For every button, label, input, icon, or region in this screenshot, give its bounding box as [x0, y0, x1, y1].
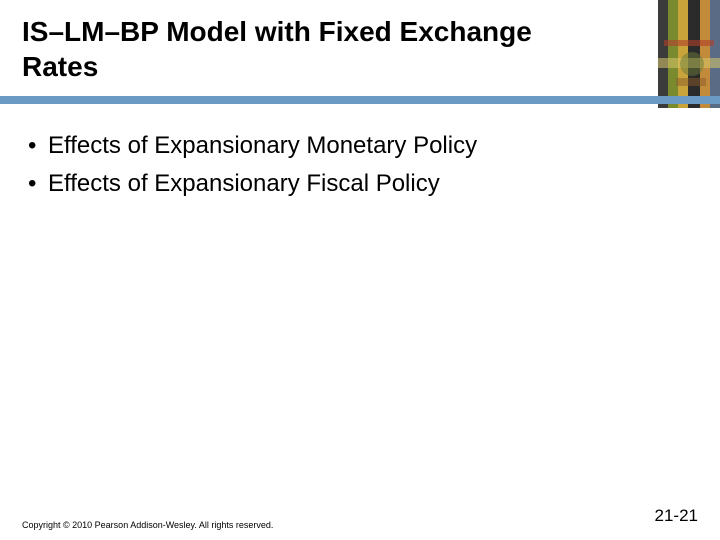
slide: IS–LM–BP Model with Fixed Exchange Rates…	[0, 0, 720, 540]
bullet-item: Effects of Expansionary Fiscal Policy	[26, 168, 666, 200]
slide-title: IS–LM–BP Model with Fixed Exchange Rates	[22, 14, 582, 84]
corner-art-svg	[658, 0, 720, 108]
page-number: 21-21	[655, 506, 698, 526]
divider-bar	[0, 96, 720, 104]
header-region: IS–LM–BP Model with Fixed Exchange Rates	[0, 0, 720, 110]
bullet-list: Effects of Expansionary Monetary Policy E…	[26, 130, 666, 207]
bullet-item: Effects of Expansionary Monetary Policy	[26, 130, 666, 162]
corner-art	[658, 0, 720, 108]
copyright-text: Copyright © 2010 Pearson Addison-Wesley.…	[22, 520, 273, 530]
